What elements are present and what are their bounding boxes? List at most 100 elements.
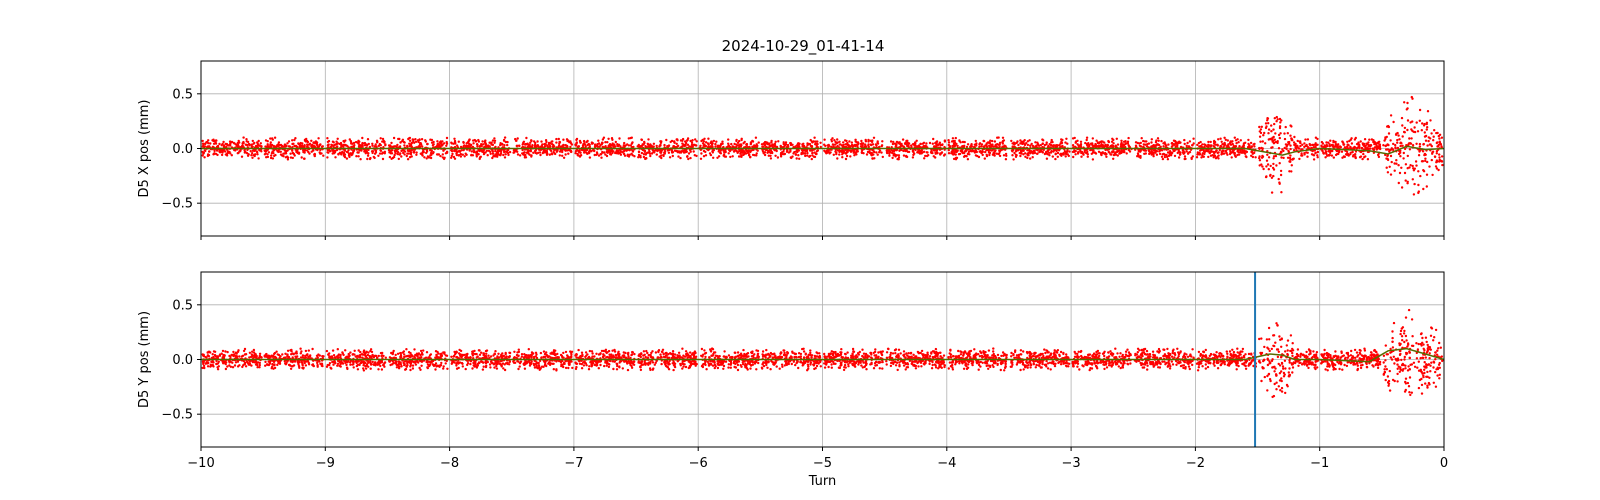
data-point [1311, 153, 1315, 156]
data-point [586, 139, 589, 143]
data-point [600, 142, 603, 146]
data-point [1061, 138, 1064, 142]
data-point [423, 156, 426, 159]
data-point [1311, 143, 1314, 147]
data-point [653, 151, 656, 154]
data-point [366, 157, 369, 161]
data-point [1261, 155, 1265, 158]
data-point [1170, 141, 1174, 145]
data-point [1160, 155, 1164, 158]
data-point [1406, 180, 1409, 183]
data-point [928, 141, 932, 145]
data-point [1301, 143, 1304, 146]
data-point [545, 140, 548, 144]
data-point [681, 145, 684, 148]
data-point [1215, 149, 1218, 152]
data-point [1250, 154, 1253, 157]
data-point [293, 138, 296, 142]
data-point [1031, 156, 1034, 159]
data-point [923, 157, 926, 160]
data-point [1244, 141, 1247, 144]
data-point [1270, 130, 1273, 133]
data-point [426, 142, 429, 146]
data-point [1056, 155, 1060, 158]
data-point [1337, 152, 1340, 156]
data-point [514, 137, 517, 141]
data-point [1264, 122, 1268, 125]
data-point [947, 141, 951, 144]
data-point [947, 149, 950, 152]
data-point [475, 155, 478, 158]
data-point [1060, 141, 1064, 145]
data-point [236, 145, 239, 149]
data-point [1402, 130, 1406, 134]
data-point [1325, 141, 1328, 144]
data-point [490, 143, 493, 146]
data-point [1316, 150, 1320, 154]
data-point [523, 151, 526, 154]
data-point [811, 154, 814, 157]
data-point [335, 142, 338, 146]
data-point [1316, 154, 1319, 157]
data-point [666, 149, 669, 152]
data-point [558, 142, 561, 145]
data-point [425, 151, 428, 155]
data-point [692, 150, 695, 153]
data-point [905, 143, 908, 146]
data-point [1332, 139, 1335, 143]
data-point [859, 142, 863, 146]
data-point [516, 153, 520, 156]
data-point [1214, 143, 1217, 146]
data-point [1294, 142, 1297, 146]
data-point [985, 142, 988, 145]
data-point [1157, 139, 1160, 142]
data-point [1265, 175, 1268, 178]
data-point [481, 140, 484, 143]
data-point [1112, 142, 1115, 145]
data-point [555, 137, 558, 141]
data-point [1398, 138, 1401, 141]
data-point [722, 154, 725, 157]
data-point [1340, 150, 1344, 153]
data-point [304, 349, 308, 353]
data-point [322, 154, 325, 157]
data-point [425, 157, 428, 160]
data-point [368, 157, 372, 161]
data-point [1042, 139, 1045, 142]
data-point [1183, 138, 1186, 142]
data-point [1091, 137, 1095, 140]
data-point [1413, 126, 1416, 129]
data-point [402, 151, 405, 155]
data-point [363, 141, 367, 145]
data-point [873, 150, 876, 154]
data-point [1111, 137, 1114, 140]
data-point [368, 145, 372, 149]
data-point [852, 144, 856, 147]
data-point [450, 154, 453, 158]
data-point [888, 154, 891, 157]
data-point [764, 143, 767, 147]
data-point [264, 364, 267, 367]
data-point [536, 140, 539, 143]
data-point [695, 154, 698, 158]
data-point [652, 145, 655, 148]
data-point [1016, 140, 1019, 143]
data-point [943, 139, 947, 142]
data-point [248, 356, 251, 359]
data-point [1151, 151, 1154, 154]
data-point [347, 152, 351, 156]
data-point [1388, 165, 1391, 168]
data-point [357, 142, 360, 145]
data-point [549, 142, 552, 145]
data-point [1050, 138, 1053, 142]
data-point [707, 145, 710, 148]
data-point [677, 155, 680, 158]
data-point [1431, 152, 1434, 155]
data-point [1171, 151, 1174, 155]
data-point [1269, 173, 1272, 177]
data-point [406, 158, 410, 161]
data-point [445, 140, 448, 144]
data-point [1190, 156, 1193, 160]
data-point [374, 143, 377, 146]
data-point [1264, 142, 1267, 145]
